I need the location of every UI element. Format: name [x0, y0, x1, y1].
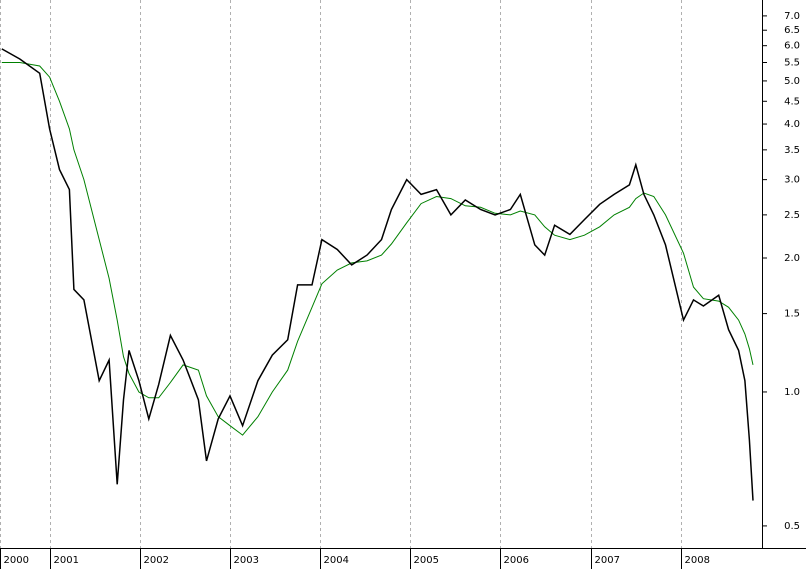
- y-tick-label: 0.5: [784, 521, 800, 532]
- x-tick-label: 2002: [144, 555, 169, 566]
- x-tick-label: 2005: [414, 555, 439, 566]
- y-tick-label: 6.0: [784, 41, 800, 52]
- y-tick-label: 7.0: [784, 11, 800, 22]
- series-line: [1, 48, 754, 501]
- y-tick-label: 2.0: [784, 253, 800, 264]
- y-tick-label: 1.5: [784, 309, 800, 320]
- series-line: [1, 62, 754, 436]
- x-tick-label: 2001: [54, 555, 79, 566]
- y-tick-label: 1.0: [784, 387, 800, 398]
- x-tick-label: 2007: [595, 555, 620, 566]
- y-tick-label: 4.5: [784, 96, 800, 107]
- y-tick-label: 4.0: [784, 119, 800, 130]
- x-tick-label: 2004: [324, 555, 349, 566]
- y-tick-label: 2.5: [784, 210, 800, 221]
- y-tick-label: 6.5: [784, 25, 800, 36]
- x-tick-label: 2008: [685, 555, 710, 566]
- x-tick-label: 2003: [234, 555, 259, 566]
- y-tick-label: 3.0: [784, 175, 800, 186]
- x-tick-label: 2000: [4, 555, 29, 566]
- y-tick-label: 3.5: [784, 145, 800, 156]
- y-tick-label: 5.0: [784, 76, 800, 87]
- x-tick-label: 2006: [504, 555, 529, 566]
- y-tick-label: 5.5: [784, 57, 800, 68]
